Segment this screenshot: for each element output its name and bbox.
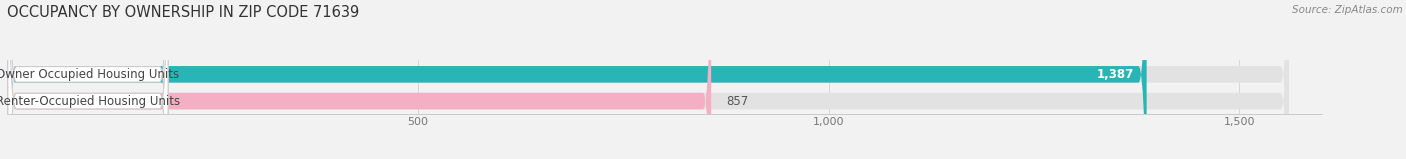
Text: Owner Occupied Housing Units: Owner Occupied Housing Units	[0, 68, 180, 81]
FancyBboxPatch shape	[7, 0, 1147, 159]
FancyBboxPatch shape	[7, 0, 1289, 159]
FancyBboxPatch shape	[7, 0, 711, 159]
Text: 857: 857	[725, 95, 748, 108]
FancyBboxPatch shape	[8, 0, 169, 159]
Text: OCCUPANCY BY OWNERSHIP IN ZIP CODE 71639: OCCUPANCY BY OWNERSHIP IN ZIP CODE 71639	[7, 5, 360, 20]
Text: 1,387: 1,387	[1097, 68, 1135, 81]
Text: Source: ZipAtlas.com: Source: ZipAtlas.com	[1292, 5, 1403, 15]
Text: Renter-Occupied Housing Units: Renter-Occupied Housing Units	[0, 95, 180, 108]
FancyBboxPatch shape	[7, 0, 1289, 159]
FancyBboxPatch shape	[8, 0, 169, 159]
